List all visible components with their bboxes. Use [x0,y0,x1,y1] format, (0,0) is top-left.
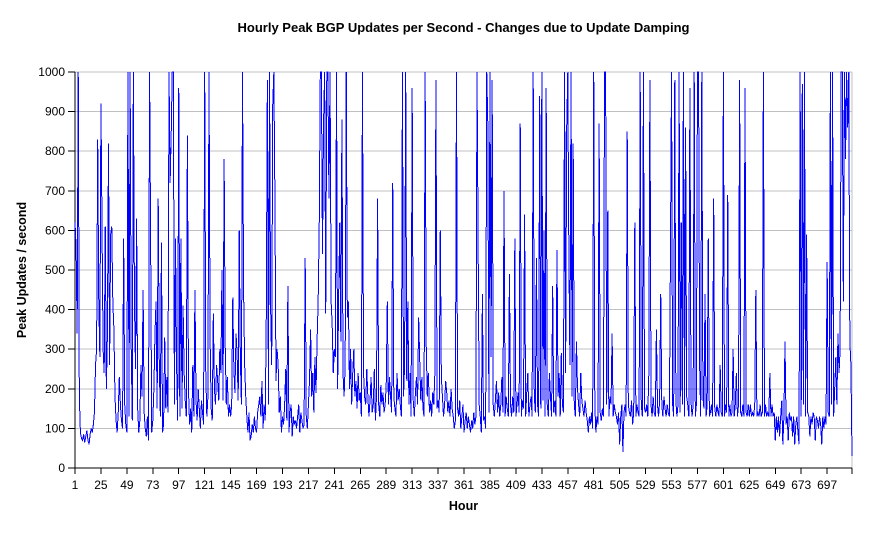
y-tick-label: 100 [45,421,65,435]
x-tick-label: 25 [94,478,108,492]
x-tick-label: 169 [247,478,267,492]
x-tick-label: 49 [120,478,134,492]
x-tick-label: 409 [506,478,526,492]
x-tick-label: 313 [402,478,422,492]
x-tick-label: 1 [72,478,79,492]
x-tick-label: 289 [376,478,396,492]
x-tick-label: 649 [765,478,785,492]
y-tick-label: 1000 [38,65,65,79]
x-tick-label: 241 [324,478,344,492]
y-tick-label: 300 [45,342,65,356]
y-tick-label: 500 [45,263,65,277]
x-tick-label: 265 [350,478,370,492]
x-tick-label: 505 [610,478,630,492]
x-tick-label: 529 [636,478,656,492]
x-tick-label: 145 [221,478,241,492]
y-axis-title: Peak Updates / second [15,201,29,339]
y-tick-label: 200 [45,382,65,396]
data-series-line [74,71,853,457]
x-tick-label: 217 [298,478,318,492]
x-tick-label: 577 [687,478,707,492]
x-tick-label: 73 [146,478,160,492]
x-axis-title: Hour [448,499,479,513]
x-tick-label: 337 [428,478,448,492]
x-tick-label: 97 [172,478,186,492]
y-tick-label: 400 [45,303,65,317]
x-tick-label: 361 [454,478,474,492]
x-tick-label: 385 [480,478,500,492]
x-tick-label: 601 [713,478,733,492]
x-tick-label: 457 [558,478,578,492]
y-tick-label: 0 [58,461,65,475]
x-tick-label: 673 [791,478,811,492]
y-tick-label: 700 [45,184,65,198]
x-tick-label: 433 [532,478,552,492]
y-tick-label: 800 [45,144,65,158]
y-tick-label: 900 [45,105,65,119]
x-tick-label: 193 [272,478,292,492]
y-tick-label: 600 [45,223,65,237]
x-tick-label: 553 [662,478,682,492]
x-tick-label: 121 [195,478,215,492]
chart-title: Hourly Peak BGP Updates per Second - Cha… [237,20,690,35]
x-tick-label: 697 [817,478,837,492]
x-tick-label: 481 [584,478,604,492]
x-tick-label: 625 [739,478,759,492]
